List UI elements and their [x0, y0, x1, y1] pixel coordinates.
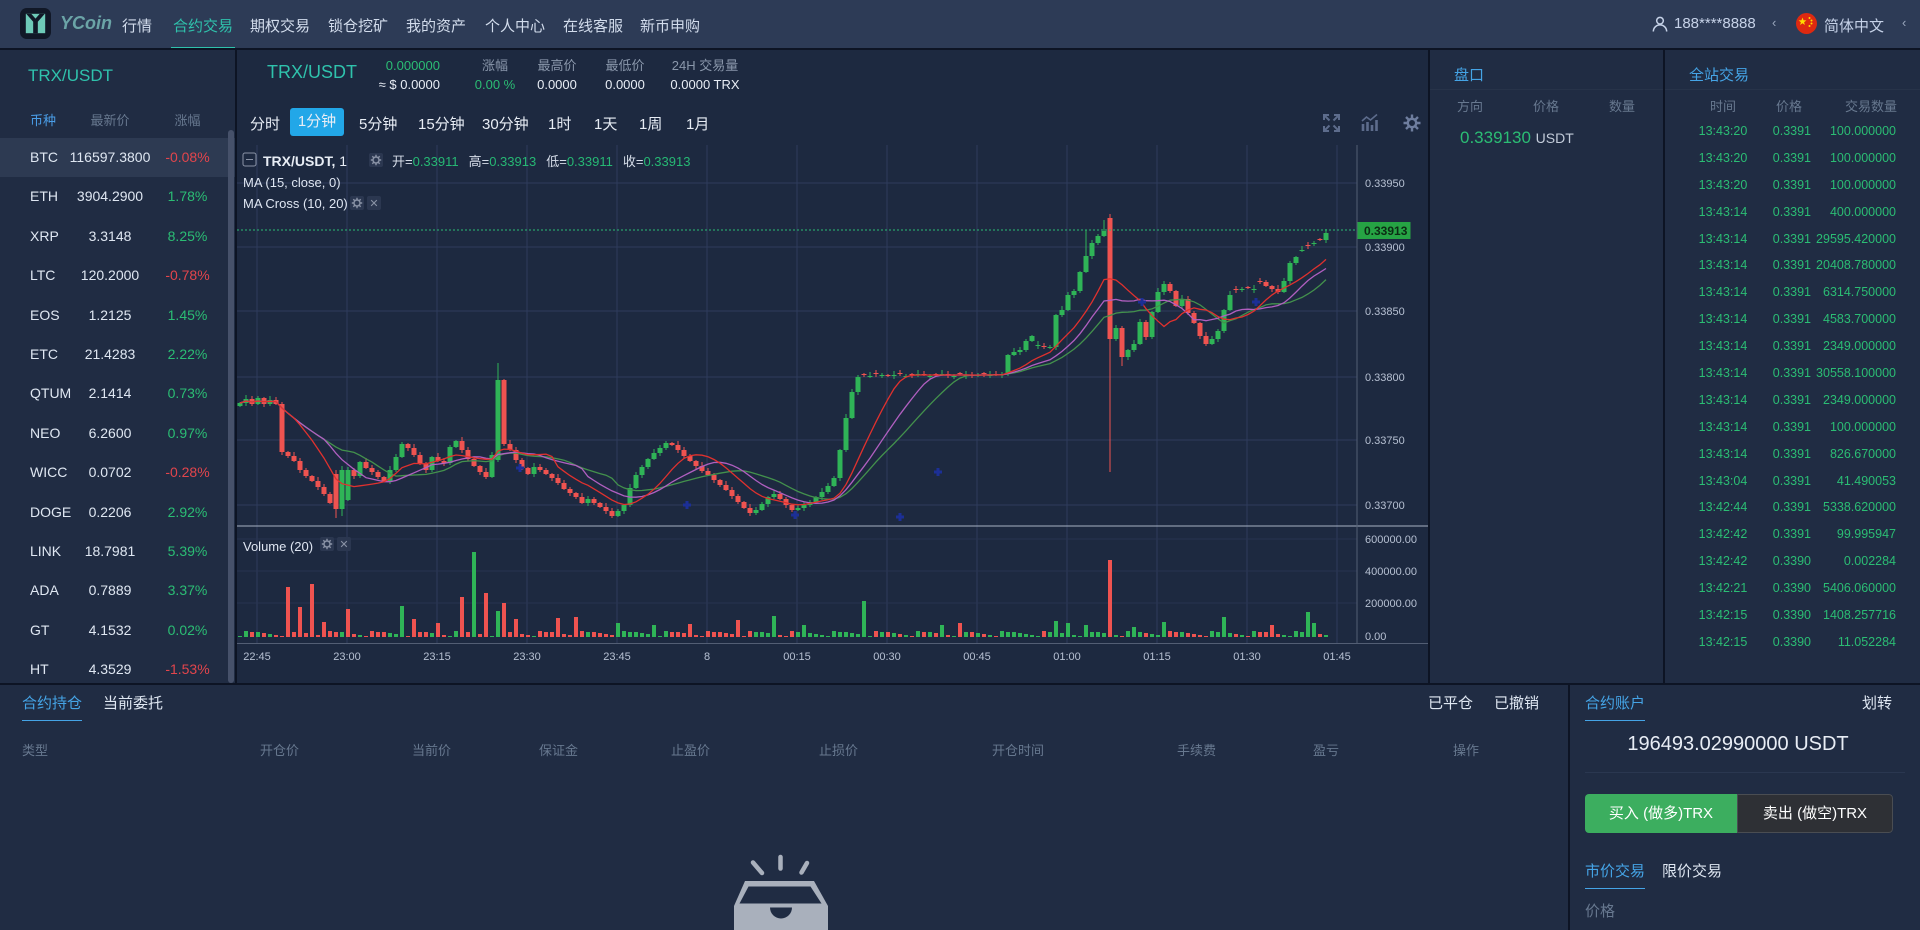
svg-text:0.33950: 0.33950 — [1365, 178, 1405, 190]
svg-text:23:00: 23:00 — [333, 651, 361, 663]
svg-text:✕: ✕ — [339, 539, 348, 551]
svg-text:0.33913: 0.33913 — [1364, 224, 1408, 238]
svg-text:MA (15, close, 0): MA (15, close, 0) — [243, 175, 341, 190]
svg-text:0.33900: 0.33900 — [1365, 242, 1405, 254]
svg-text:8: 8 — [704, 651, 710, 663]
svg-text:TRX/USDT, 1: TRX/USDT, 1 — [263, 153, 347, 169]
svg-text:01:00: 01:00 — [1053, 651, 1081, 663]
svg-text:Volume (20): Volume (20) — [243, 539, 313, 554]
svg-text:0.00: 0.00 — [1365, 631, 1386, 643]
svg-text:01:45: 01:45 — [1323, 651, 1351, 663]
svg-text:✕: ✕ — [369, 198, 378, 210]
svg-text:0.33750: 0.33750 — [1365, 435, 1405, 447]
svg-text:0.33850: 0.33850 — [1365, 306, 1405, 318]
svg-text:22:45: 22:45 — [243, 651, 271, 663]
svg-text:23:15: 23:15 — [423, 651, 451, 663]
svg-text:00:15: 00:15 — [783, 651, 811, 663]
svg-text:400000.00: 400000.00 — [1365, 566, 1417, 578]
svg-text:MA Cross (10, 20): MA Cross (10, 20) — [243, 196, 348, 211]
svg-text:0.33700: 0.33700 — [1365, 500, 1405, 512]
svg-text:23:30: 23:30 — [513, 651, 541, 663]
svg-text:600000.00: 600000.00 — [1365, 534, 1417, 546]
svg-text:00:30: 00:30 — [873, 651, 901, 663]
svg-text:00:45: 00:45 — [963, 651, 991, 663]
svg-text:200000.00: 200000.00 — [1365, 598, 1417, 610]
svg-text:0.33800: 0.33800 — [1365, 372, 1405, 384]
svg-text:01:15: 01:15 — [1143, 651, 1171, 663]
svg-text:23:45: 23:45 — [603, 651, 631, 663]
svg-text:01:30: 01:30 — [1233, 651, 1261, 663]
